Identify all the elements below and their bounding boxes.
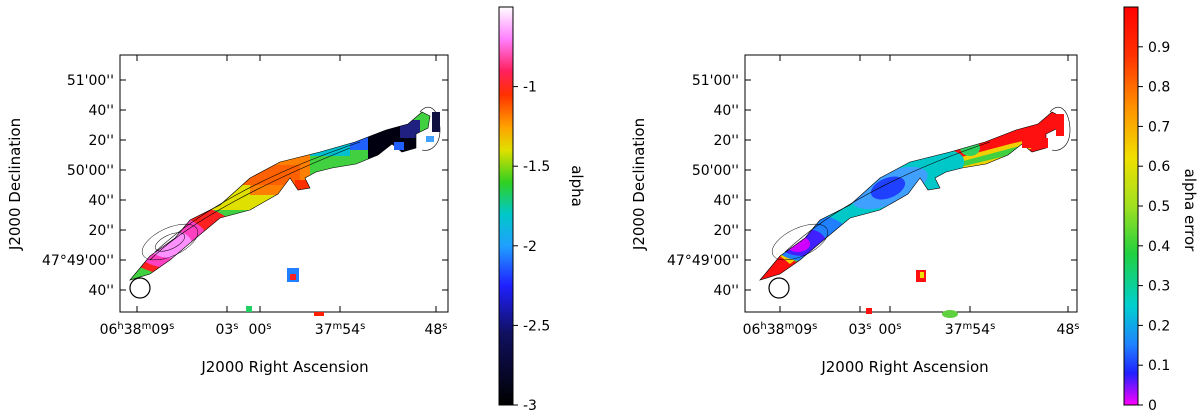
left-y-axis-title: J2000 Declination [6,118,24,251]
colorbar-tick-label: 0.1 [1148,358,1170,374]
colorbar-tick-label: 0 [1148,398,1157,414]
left-colorbar-title: alpha [568,165,586,207]
x-tick-number: 09 [151,322,169,338]
y-tick-label: 51'00'' [67,73,114,89]
right-colorbar [1123,6,1139,406]
y-tick-label: 50'00'' [692,163,739,179]
x-tick-label: 03s [848,321,871,339]
y-tick-label: 51'00'' [692,73,739,89]
x-tick-unit: h [117,321,123,332]
x-tick-unit: m [142,321,152,332]
colorbar-tick-label: 0.5 [1148,199,1170,215]
x-tick-number: 54 [972,322,990,338]
x-tick-number: 03 [215,322,233,338]
x-tick-unit: s [442,321,447,332]
y-tick-label: 20'' [713,223,739,239]
beam-ellipse [768,277,790,299]
right-x-axis-title: J2000 Right Ascension [820,358,988,376]
colorbar-tick-label: 0.2 [1148,318,1170,334]
colorbar-tick-label: -3 [523,398,537,414]
x-tick-unit: m [333,321,343,332]
x-tick-unit: s [866,321,871,332]
x-tick-label: 48s [1056,321,1079,339]
colorbar-tick-label: -1 [523,80,537,96]
x-tick-unit: s [990,321,995,332]
x-tick-number: 06 [743,322,761,338]
left-x-axis-title: J2000 Right Ascension [200,358,368,376]
x-tick-label: 06h38m09s [100,321,175,339]
left-panel: 06h38m09s 03s 00s 37m54s 48s51'00''40''20''5… [6,6,586,414]
x-tick-unit: m [963,321,973,332]
y-tick-label: 40'' [713,103,739,119]
y-tick-label: 40'' [88,283,114,299]
x-tick-unit: s [169,321,174,332]
x-tick-unit: s [1074,321,1079,332]
y-tick-label: 47°49'00'' [42,253,114,269]
x-tick-unit: s [233,321,238,332]
x-tick-number: 38 [767,322,785,338]
colorbar-tick-label: 0.6 [1148,159,1170,175]
left-colorbar-ticks: -1 -1.5 -2 -2.5 -3 [513,80,550,414]
colorbar-tick-label: 0.7 [1148,119,1170,135]
right-panel: 06h38m09s 03s 00s 37m54s 48s51'00''40''20''5… [630,6,1199,414]
x-tick-unit: m [785,321,795,332]
x-tick-number: 48 [1056,322,1074,338]
colorbar-tick-label: -2.5 [523,318,550,334]
x-tick-number: 06 [100,322,118,338]
x-tick-number: 03 [848,322,866,338]
x-tick-label: 03s [215,321,238,339]
x-tick-label: 00s [248,321,271,339]
x-tick-number: 48 [424,322,442,338]
y-tick-label: 40'' [713,193,739,209]
right-colorbar-ticks: 0.9 0.8 0.7 0.6 0.5 0.4 0.3 0.2 0.1 0 [1138,40,1170,414]
x-tick-number: 37 [315,322,333,338]
x-tick-label: 06h38m09s [743,321,818,339]
left-colorbar [498,6,514,406]
right-colorbar-title: alpha error [1181,169,1199,252]
x-tick-number: 54 [342,322,360,338]
x-tick-number: 00 [248,322,266,338]
beam-ellipse [129,277,151,299]
y-tick-label: 20'' [88,223,114,239]
x-tick-unit: h [760,321,766,332]
colorbar-tick-label: 0.8 [1148,80,1170,96]
y-tick-label: 40'' [88,193,114,209]
x-tick-unit: s [360,321,365,332]
x-tick-number: 09 [794,322,812,338]
y-tick-label: 40'' [713,283,739,299]
x-tick-label: 37m54s [945,321,996,339]
y-tick-label: 20'' [88,133,114,149]
colorbar-tick-label: -1.5 [523,159,550,175]
x-tick-unit: s [266,321,271,332]
x-tick-number: 37 [945,322,963,338]
y-tick-label: 50'00'' [67,163,114,179]
x-tick-unit: s [896,321,901,332]
x-tick-label: 48s [424,321,447,339]
x-tick-label: 37m54s [315,321,366,339]
x-tick-number: 38 [124,322,142,338]
colorbar-tick-label: -2 [523,239,537,255]
y-tick-label: 47°49'00'' [667,253,739,269]
x-tick-label: 00s [878,321,901,339]
right-axes: 06h38m09s 03s 00s 37m54s 48s51'00''40''20''5… [667,55,1080,338]
y-tick-label: 40'' [88,103,114,119]
x-tick-number: 00 [878,322,896,338]
left-axes: 06h38m09s 03s 00s 37m54s 48s51'00''40''20''5… [42,55,448,338]
y-tick-label: 20'' [713,133,739,149]
x-tick-unit: s [812,321,817,332]
colorbar-tick-label: 0.4 [1148,239,1170,255]
right-y-axis-title: J2000 Declination [630,118,648,251]
colorbar-tick-label: 0.3 [1148,279,1170,295]
colorbar-tick-label: 0.9 [1148,40,1170,56]
